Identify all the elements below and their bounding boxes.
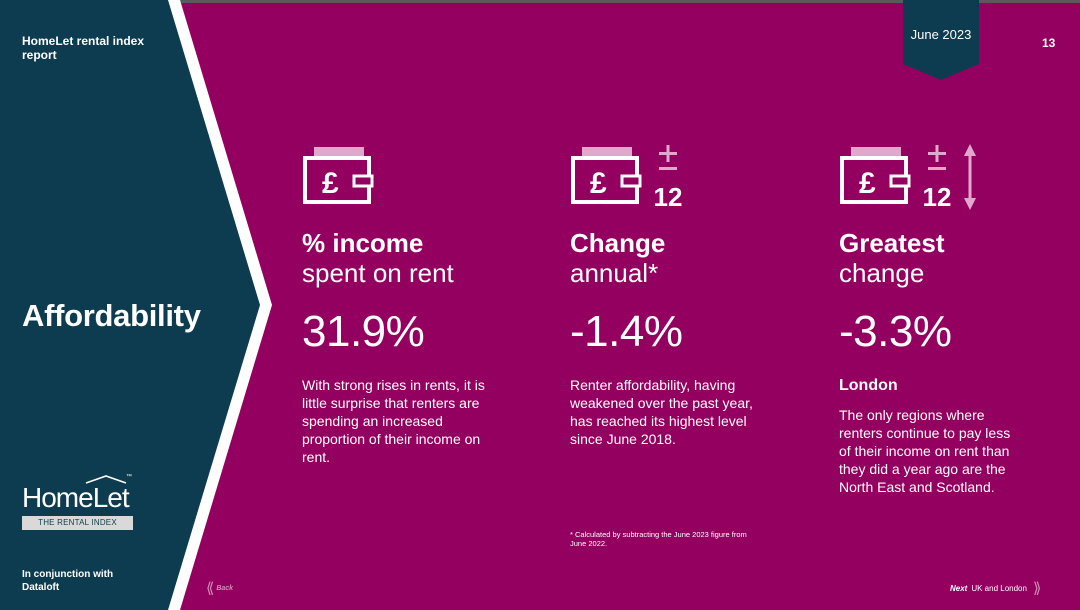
stat-annual-change: £ 12 Change annual* -1.4% Renter afforda… xyxy=(570,144,800,447)
stat-description: With strong rises in rents, it is little… xyxy=(302,377,485,465)
back-label: Back xyxy=(216,584,234,592)
stat-heading: Change xyxy=(570,228,666,258)
stat-region: London xyxy=(839,377,898,394)
wallet-pound-icon: £ xyxy=(303,147,374,204)
svg-text:£: £ xyxy=(322,167,339,200)
stat-income-spent: £ % income spent on rent 31.9% With stro… xyxy=(302,144,532,465)
conjunction-text: In conjunction with Dataloft xyxy=(22,569,114,593)
report-title: HomeLet rental index report xyxy=(22,34,145,62)
stat-description: The only regions where renters continue … xyxy=(839,407,1011,495)
plus-minus-12-icon: 12 xyxy=(923,145,952,208)
double-chevron-right-icon: ⟫ xyxy=(1032,580,1042,597)
icon-row: £ 12 xyxy=(570,144,800,214)
report-date: June 2023 xyxy=(910,27,972,42)
plus-minus-12-icon: 12 xyxy=(654,145,683,208)
homelet-logo: ™ HomeLet THE RENTAL INDEX xyxy=(22,474,138,532)
panel-fill xyxy=(0,0,260,610)
next-prefix: Next xyxy=(950,583,968,593)
stat-subheading: annual* xyxy=(570,258,659,288)
logo-roof-icon xyxy=(85,475,127,484)
svg-text:£: £ xyxy=(590,167,607,200)
stat-greatest-change: £ 12 Greatest change -3.3% London The on… xyxy=(839,144,1069,495)
back-link[interactable]: ⟪ Back xyxy=(206,578,233,598)
logo-wordmark: HomeLet xyxy=(22,482,130,513)
stat-value: -1.4% xyxy=(570,307,683,356)
stat-subheading: spent on rent xyxy=(302,258,454,288)
date-tab: June 2023 xyxy=(903,0,979,80)
next-label: UK and London xyxy=(971,583,1027,593)
logo-trademark: ™ xyxy=(126,474,132,480)
top-rule xyxy=(0,0,1080,3)
wallet-pound-icon: £ xyxy=(571,147,642,204)
stat-heading: % income xyxy=(302,228,424,258)
up-down-arrow-icon xyxy=(964,144,976,210)
double-chevron-left-icon: ⟪ xyxy=(206,580,215,597)
stat-value: -3.3% xyxy=(839,307,952,356)
stat-heading: Greatest xyxy=(839,228,945,258)
section-title: Affordability xyxy=(22,298,201,333)
wallet-pound-icon: £ xyxy=(840,147,911,204)
next-link[interactable]: Next UK and London ⟫ xyxy=(950,578,1042,598)
page-number: 13 xyxy=(1042,36,1056,50)
pm-number: 12 xyxy=(923,182,952,208)
stat-subheading: change xyxy=(839,258,925,288)
icon-row: £ xyxy=(302,144,532,214)
icon-row: £ 12 xyxy=(839,144,1069,214)
stat-value: 31.9% xyxy=(302,307,425,356)
logo-strapline: THE RENTAL INDEX xyxy=(22,516,133,530)
footnote: * Calculated by subtracting the June 202… xyxy=(570,530,747,548)
pm-number: 12 xyxy=(654,182,683,208)
stat-description: Renter affordability, having weakened ov… xyxy=(570,377,753,447)
left-panel xyxy=(0,0,280,610)
svg-text:£: £ xyxy=(859,167,876,200)
